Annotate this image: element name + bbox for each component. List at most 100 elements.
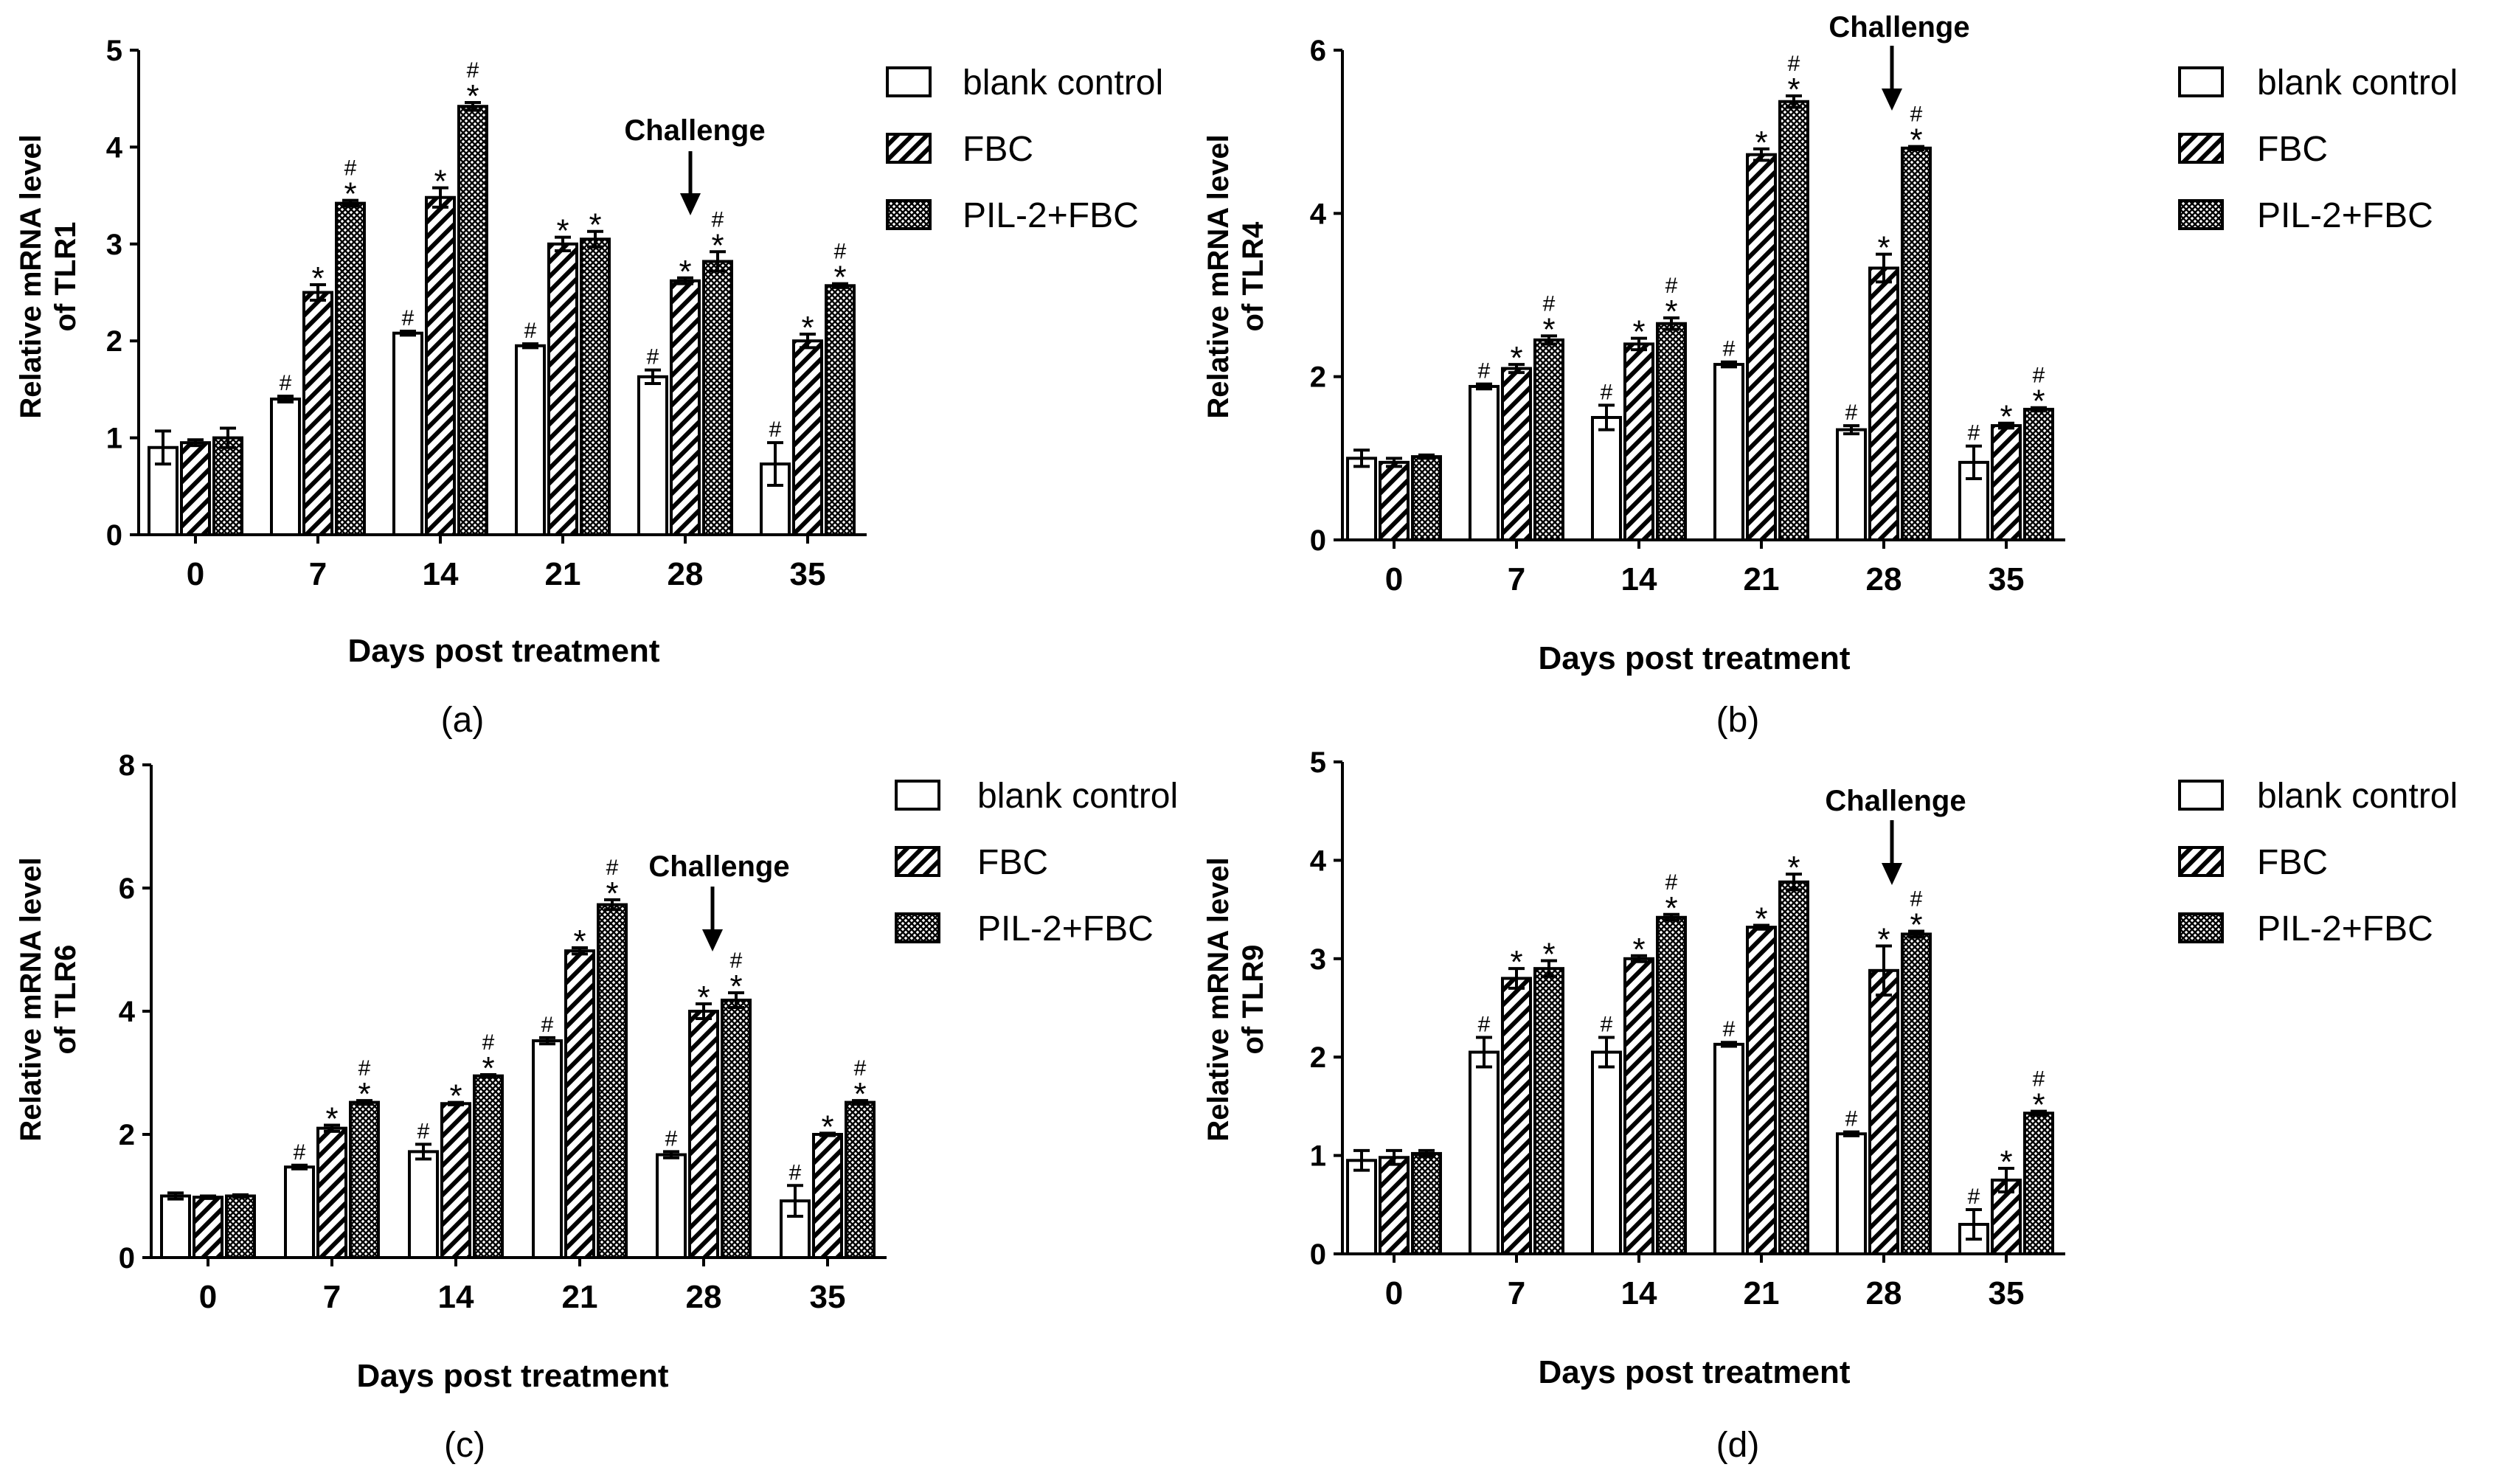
significance-mark-pil-day35-c: # <box>854 1056 867 1081</box>
bar-blank-day21-a <box>515 344 546 536</box>
significance-mark-blank-day21-b: # <box>1723 337 1736 361</box>
x-tick-label-7-b: 7 <box>1508 561 1525 597</box>
legend-swatch-blank-a <box>886 66 932 97</box>
y-tick-label-2-c: 2 <box>119 1119 135 1151</box>
bar-fbc-day28-b <box>1868 266 1899 541</box>
y-axis-title-line2-b: of TLR4 <box>1237 221 1269 332</box>
significance-mark-pil-day28-c: # <box>730 949 743 973</box>
error-bar-blank-day35-d <box>1966 1207 1982 1241</box>
significance-mark-pil-day35-b: * <box>2032 384 2045 420</box>
bar-pil-day21-d <box>1778 880 1809 1256</box>
error-bar-pil-day0-a <box>220 426 236 449</box>
x-tick-label-21-d: 21 <box>1744 1275 1780 1311</box>
significance-mark-pil-day28-c: * <box>729 968 742 1005</box>
error-bar-pil-day14-d <box>1663 912 1679 922</box>
bar-fbc-day7-d <box>1501 977 1532 1255</box>
error-bar-blank-day7-c <box>291 1163 308 1171</box>
significance-mark-fbc-day21-a: * <box>556 213 569 249</box>
bar-pil-day35-a <box>825 284 856 536</box>
significance-mark-blank-day35-c: # <box>789 1160 802 1185</box>
x-axis-title-b: Days post treatment <box>1538 640 1850 676</box>
error-bar-fbc-day14-b <box>1631 336 1647 352</box>
x-axis-title-c: Days post treatment <box>356 1358 668 1394</box>
significance-mark-blank-day28-b: # <box>1845 401 1858 425</box>
significance-mark-fbc-day28-b: * <box>1877 230 1890 266</box>
significance-mark-fbc-day35-a: * <box>801 310 814 346</box>
bar-pil-day0-d <box>1411 1151 1442 1255</box>
error-bar-blank-day7-d <box>1476 1036 1492 1069</box>
significance-mark-blank-day7-d: # <box>1478 1013 1491 1037</box>
bar-fbc-day14-a <box>425 195 456 536</box>
bar-pil-day14-d <box>1656 915 1687 1255</box>
bar-fbc-day21-b <box>1746 153 1777 542</box>
x-tick-label-35-b: 35 <box>1989 561 2025 597</box>
legend-label-pil-a: PIL-2+FBC <box>963 196 1139 235</box>
error-bar-pil-day21-c <box>604 898 620 912</box>
significance-mark-pil-day28-a: # <box>712 207 724 232</box>
bar-pil-day14-c <box>473 1074 504 1260</box>
significance-mark-fbc-day7-c: * <box>325 1100 338 1137</box>
significance-mark-fbc-day14-c: * <box>449 1078 462 1114</box>
bar-pil-day35-b <box>2023 407 2054 542</box>
error-bar-blank-day28-d <box>1843 1130 1859 1137</box>
legend-label-fbc-d: FBC <box>2257 843 2328 882</box>
significance-mark-blank-day7-a: # <box>280 371 292 395</box>
y-tick-label-8-c: 8 <box>119 749 135 782</box>
bar-pil-day14-b <box>1656 322 1687 541</box>
error-bar-pil-day7-c <box>356 1099 372 1106</box>
significance-mark-pil-day28-b: # <box>1910 103 1923 127</box>
error-bar-fbc-day21-a <box>555 235 571 252</box>
error-bar-blank-day35-b <box>1966 444 1982 480</box>
significance-mark-pil-day14-a: # <box>467 58 479 83</box>
y-tick-label-6-b: 6 <box>1310 35 1326 67</box>
significance-mark-pil-day28-d: # <box>1910 887 1923 911</box>
significance-mark-blank-day21-a: # <box>524 319 537 343</box>
error-bar-pil-day14-a <box>465 100 481 112</box>
legend-label-fbc-b: FBC <box>2257 130 2328 169</box>
error-bar-blank-day14-d <box>1598 1036 1615 1069</box>
legend-label-pil-b: PIL-2+FBC <box>2257 196 2433 235</box>
error-bar-fbc-day35-b <box>1998 421 2014 430</box>
bar-pil-day14-a <box>457 105 488 537</box>
error-bar-fbc-day14-a <box>432 186 448 209</box>
legend-label-blank-d: blank control <box>2257 777 2458 816</box>
significance-mark-pil-day14-b: * <box>1665 294 1677 330</box>
error-bar-blank-day21-c <box>539 1036 555 1046</box>
bar-blank-day28-c <box>656 1153 687 1260</box>
y-tick-label-0-d: 0 <box>1310 1238 1326 1271</box>
error-bar-fbc-day7-a <box>310 282 326 302</box>
error-bar-fbc-day35-a <box>800 333 816 350</box>
y-tick-label-5-a: 5 <box>106 35 122 67</box>
significance-mark-pil-day7-b: # <box>1543 291 1556 316</box>
y-axis-title-line1-c: Relative mRNA level <box>15 857 47 1141</box>
bar-pil-day35-c <box>845 1100 876 1259</box>
significance-mark-fbc-day14-d: * <box>1632 932 1645 968</box>
x-tick-label-14-b: 14 <box>1621 561 1657 597</box>
x-tick-label-28-a: 28 <box>668 556 704 592</box>
error-bar-fbc-day28-a <box>677 276 693 285</box>
bar-fbc-day21-d <box>1746 926 1777 1256</box>
bar-blank-day14-b <box>1591 416 1622 541</box>
y-axis-title-line1-b: Relative mRNA level <box>1202 134 1235 418</box>
x-tick-label-14-d: 14 <box>1621 1275 1657 1311</box>
legend-label-fbc-c: FBC <box>977 843 1048 882</box>
legend-d: blank control FBC PIL-2+FBC <box>2178 777 2458 949</box>
error-bar-blank-day0-b <box>1353 448 1370 468</box>
panel-label-a: (a) <box>441 701 485 740</box>
y-tick-label-4-a: 4 <box>106 131 123 164</box>
bar-pil-day7-c <box>349 1100 380 1259</box>
error-bar-blank-day28-c <box>663 1150 679 1159</box>
error-bar-pil-day7-a <box>342 198 358 208</box>
significance-mark-fbc-day28-d: * <box>1877 921 1890 957</box>
significance-mark-pil-day7-a: # <box>344 156 357 181</box>
error-bar-blank-day0-a <box>155 429 171 466</box>
significance-mark-fbc-day14-a: * <box>434 164 446 200</box>
error-bar-fbc-day7-d <box>1508 967 1525 990</box>
significance-mark-blank-day14-a: # <box>402 306 415 330</box>
significance-mark-pil-day21-b: # <box>1788 52 1800 76</box>
y-axis-title-line2-c: of TLR6 <box>49 945 82 1055</box>
